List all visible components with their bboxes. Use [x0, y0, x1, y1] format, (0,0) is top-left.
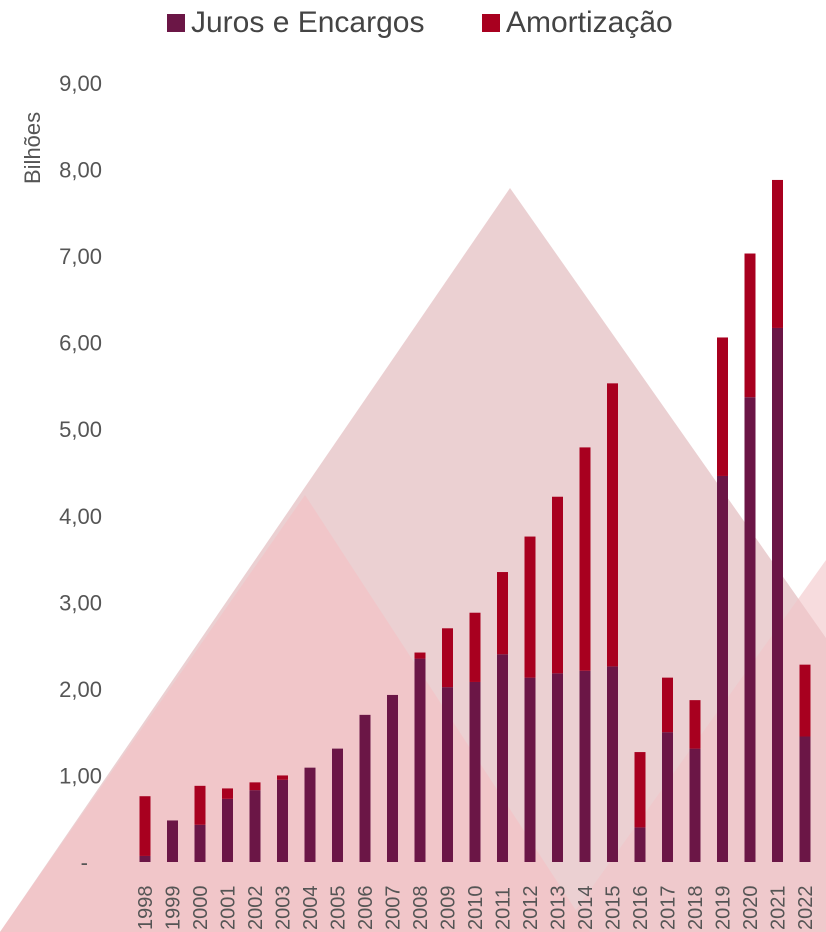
- bar-amortizacao-2021: [772, 179, 783, 328]
- bar-juros-2010: [469, 681, 481, 862]
- x-tick-label: 2012: [520, 886, 542, 931]
- bar-amortizacao-2013: [552, 496, 563, 674]
- x-tick-label: 2021: [768, 886, 790, 931]
- y-tick-label: 5,00: [59, 417, 102, 442]
- bar-amortizacao-2009: [442, 628, 453, 688]
- bar-amortizacao-2010: [469, 612, 481, 682]
- x-tick-label: 2003: [273, 886, 295, 931]
- legend-swatch-juros: [167, 14, 185, 32]
- y-tick-label: 6,00: [59, 331, 102, 356]
- y-tick-label: 9,00: [59, 71, 102, 96]
- legend-item-juros: Juros e Encargos: [167, 6, 424, 40]
- bar-juros-2003: [277, 779, 288, 862]
- y-tick-label: 3,00: [59, 590, 102, 615]
- bar-amortizacao-2018: [689, 700, 701, 749]
- x-tick-label: 1999: [163, 886, 185, 931]
- bar-juros-2008: [414, 658, 426, 862]
- y-tick-label: 1,00: [59, 763, 102, 788]
- x-tick-label: 2015: [603, 886, 625, 931]
- y-tick-label: -: [81, 850, 88, 875]
- bar-juros-2022: [799, 736, 811, 862]
- bars-group: [139, 179, 811, 862]
- bar-juros-2005: [332, 748, 343, 862]
- bar-juros-2007: [387, 694, 398, 862]
- bar-amortizacao-2012: [524, 536, 536, 678]
- x-axis: 1998 1999 2000 2001 2002 2003 2004 2005 2006 2007…: [135, 886, 817, 931]
- bar-amortizacao-2000: [194, 785, 206, 825]
- bar-amortizacao-2022: [799, 664, 811, 737]
- x-tick-label: 1998: [135, 886, 157, 931]
- x-tick-label: 2017: [658, 886, 680, 931]
- x-tick-label: 2016: [630, 886, 652, 931]
- bar-amortizacao-2014: [579, 447, 591, 671]
- bar-amortizacao-2017: [662, 677, 673, 733]
- bar-juros-2000: [194, 824, 206, 862]
- x-tick-label: 2019: [713, 886, 735, 931]
- bar-juros-2014: [579, 670, 591, 862]
- x-tick-label: 2014: [575, 886, 597, 931]
- x-tick-label: 2022: [795, 886, 817, 931]
- bar-juros-2016: [634, 827, 646, 862]
- x-tick-label: 2020: [740, 886, 762, 931]
- x-tick-label: 2010: [465, 886, 487, 931]
- bar-amortizacao-1998: [139, 796, 151, 856]
- legend-label-amortizacao: Amortização: [506, 6, 673, 39]
- bar-juros-1999: [167, 820, 178, 862]
- legend-label-juros: Juros e Encargos: [191, 6, 425, 39]
- bar-juros-1998: [139, 855, 151, 862]
- x-tick-label: 2001: [218, 886, 240, 931]
- legend-swatch-amortizacao: [482, 14, 500, 32]
- y-axis-title: Bilhões: [20, 111, 45, 184]
- y-tick-label: 7,00: [59, 244, 102, 269]
- bar-juros-2004: [304, 767, 316, 862]
- bar-amortizacao-2001: [222, 788, 233, 799]
- bar-amortizacao-2015: [607, 383, 618, 667]
- bar-juros-2006: [359, 714, 371, 862]
- y-tick-label: 8,00: [59, 158, 102, 183]
- bar-juros-2018: [689, 748, 701, 862]
- legend-item-amortizacao: Amortização: [482, 6, 673, 40]
- x-tick-label: 2011: [493, 887, 515, 930]
- x-tick-label: 2018: [685, 886, 707, 931]
- bar-juros-2013: [552, 673, 563, 862]
- y-axis: - 1,00 2,00 3,00 4,00 5,00 6,00 7,00 8,00 9,00: [59, 71, 102, 875]
- x-tick-label: 2004: [300, 886, 322, 931]
- bar-amortizacao-2011: [497, 572, 508, 655]
- background-decoration: [0, 188, 826, 932]
- x-tick-label: 2013: [548, 886, 570, 931]
- x-tick-label: 2009: [438, 886, 460, 931]
- bar-juros-2009: [442, 687, 453, 862]
- bar-juros-2011: [497, 654, 508, 862]
- bar-amortizacao-2020: [744, 253, 756, 398]
- bar-amortizacao-2002: [249, 782, 261, 791]
- x-tick-label: 2000: [190, 886, 212, 931]
- bar-juros-2020: [744, 397, 756, 862]
- bar-juros-2015: [607, 666, 618, 862]
- bar-juros-2002: [249, 790, 261, 862]
- y-tick-label: 2,00: [59, 677, 102, 702]
- bar-juros-2017: [662, 732, 673, 862]
- bar-juros-2012: [524, 677, 536, 862]
- x-tick-label: 2007: [383, 886, 405, 931]
- x-tick-label: 2006: [355, 886, 377, 931]
- bar-amortizacao-2016: [634, 752, 646, 828]
- x-tick-label: 2002: [245, 886, 267, 931]
- x-tick-label: 2005: [328, 886, 350, 931]
- legend: Juros e Encargos Amortização: [0, 6, 826, 50]
- x-tick-label: 2008: [410, 886, 432, 931]
- y-tick-label: 4,00: [59, 504, 102, 529]
- bar-juros-2001: [222, 798, 233, 862]
- bar-juros-2021: [772, 327, 783, 862]
- bar-amortizacao-2008: [414, 652, 426, 659]
- bar-amortizacao-2019: [717, 337, 728, 476]
- bar-amortizacao-2003: [277, 775, 288, 780]
- bar-juros-2019: [717, 475, 728, 862]
